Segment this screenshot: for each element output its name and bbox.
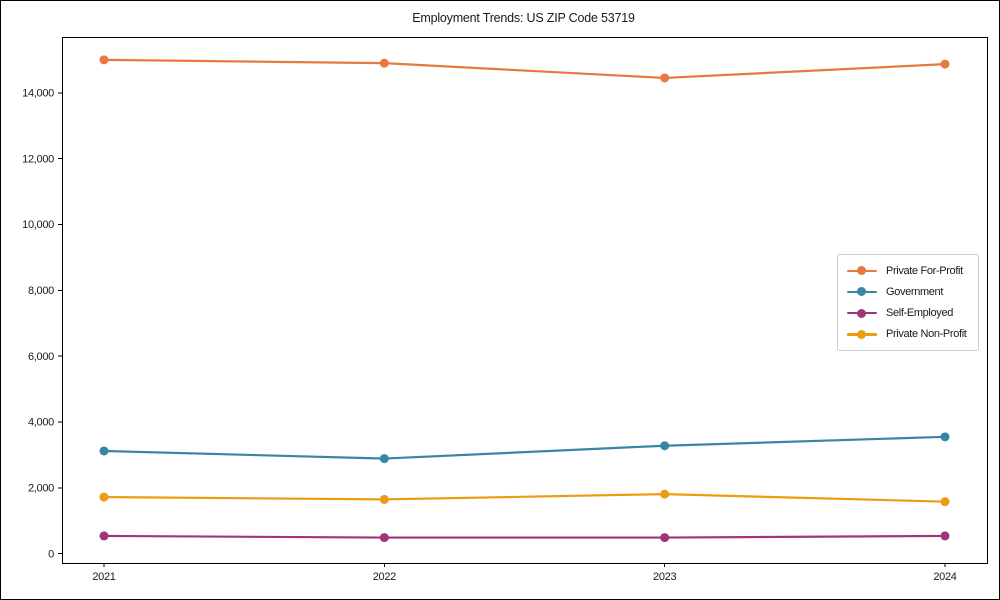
data-point [99,492,109,502]
y-tick-label: 8,000 [28,285,54,297]
data-point [99,55,109,65]
y-tick-label: 2,000 [28,483,54,495]
y-tick-label: 6,000 [28,351,54,363]
legend-item-2: Self-Employed [847,307,969,319]
data-point [99,531,109,541]
series-line-0 [102,58,947,80]
legend-label: Private Non-Profit [886,328,967,341]
x-tick-label: 2023 [653,571,676,583]
x-tick-label: 2024 [933,571,956,583]
y-tick-label: 10,000 [22,219,54,231]
data-point [940,531,950,541]
data-point [660,489,670,499]
data-point [940,432,950,442]
data-point [660,533,670,543]
legend-item-0: Private For-Profit [847,265,969,277]
data-point [940,59,950,69]
data-point [660,441,670,451]
series-line-1 [102,435,947,460]
data-point [379,533,389,543]
legend-item-1: Government [847,286,969,298]
x-tick-label: 2021 [92,571,115,583]
legend-label: Private For-Profit [886,264,963,277]
legend-marker-icon [847,329,877,339]
legend-item-3: Private Non-Profit [847,328,969,340]
legend-marker-icon [847,266,877,276]
y-tick-label: 14,000 [22,87,54,99]
legend: Private For-Profit Government Self-Employe… [837,254,979,351]
data-point [379,454,389,464]
data-point [99,446,109,456]
series-line-3 [102,493,947,503]
legend-marker-icon [847,287,877,297]
legend-label: Government [886,285,944,298]
legend-marker-icon [847,308,877,318]
data-point [379,494,389,504]
data-point [940,497,950,507]
data-point [660,73,670,83]
chart-title: Employment Trends: US ZIP Code 53719 [412,11,635,25]
legend-label: Self-Employed [886,307,953,320]
series-line-2 [102,534,947,539]
x-tick-label: 2022 [373,571,396,583]
y-tick-label: 0 [48,548,54,560]
plot-border [62,37,988,564]
data-point [379,58,389,68]
y-tick-label: 4,000 [28,417,54,429]
y-tick-label: 12,000 [22,153,54,165]
